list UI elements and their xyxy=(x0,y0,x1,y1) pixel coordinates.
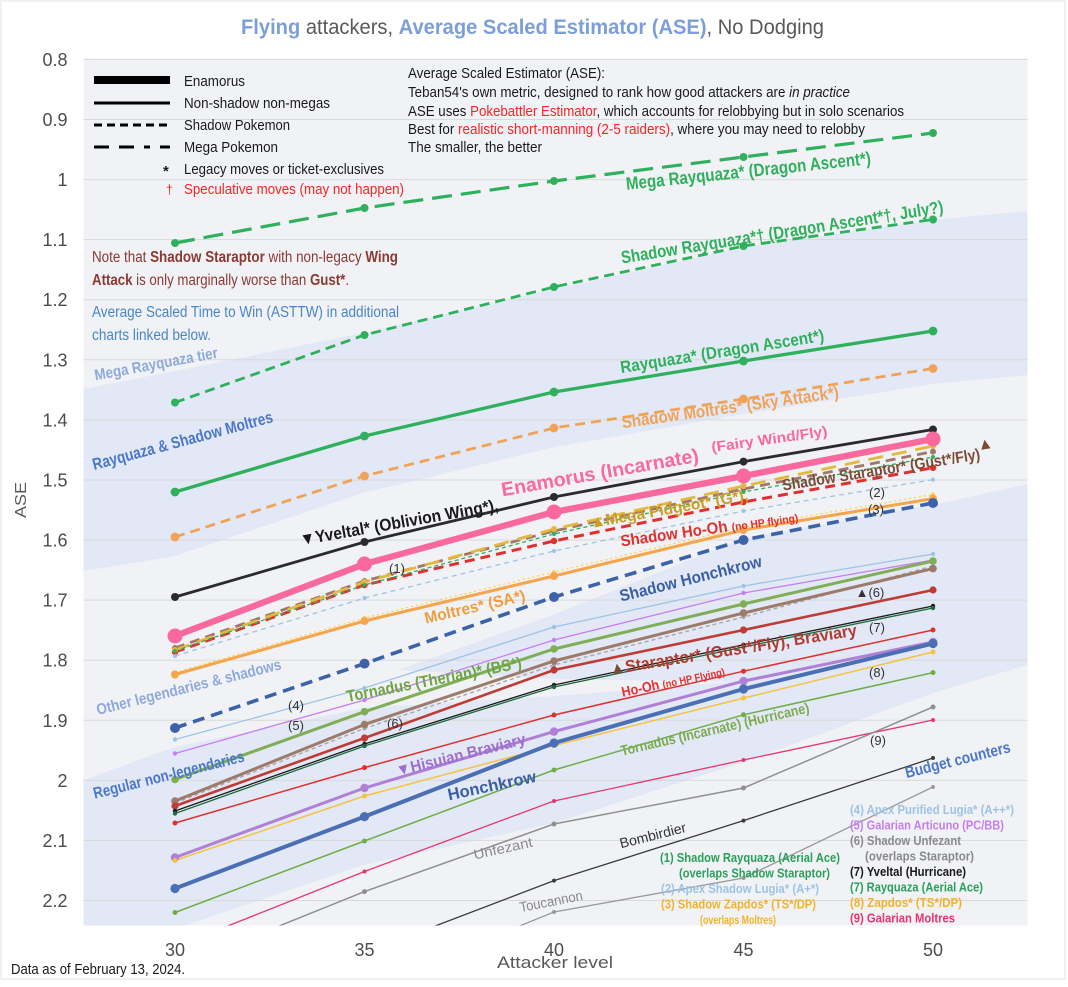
svg-text:Shadow Pokemon: Shadow Pokemon xyxy=(184,118,290,134)
svg-text:1.8: 1.8 xyxy=(42,651,67,671)
svg-text:1.9: 1.9 xyxy=(42,711,67,731)
svg-text:1.1: 1.1 xyxy=(42,230,67,250)
svg-text:*: * xyxy=(163,163,169,180)
svg-text:1.3: 1.3 xyxy=(42,350,67,370)
svg-text:Average Scaled Estimator (ASE): Average Scaled Estimator (ASE): xyxy=(408,66,605,82)
svg-text:(6) Shadow Unfezant: (6) Shadow Unfezant xyxy=(850,833,962,848)
svg-text:†: † xyxy=(166,183,173,197)
svg-text:Speculative moves (may not hap: Speculative moves (may not happen) xyxy=(184,182,404,198)
svg-text:(1): (1) xyxy=(389,561,405,576)
svg-text:(9): (9) xyxy=(870,733,886,748)
svg-text:(2) Apex Shadow Lugia* (A+*): (2) Apex Shadow Lugia* (A+*) xyxy=(661,881,819,896)
svg-text:(1) Shadow Rayquaza (Aerial Ac: (1) Shadow Rayquaza (Aerial Ace) xyxy=(660,850,840,865)
svg-text:Attack is only marginally wors: Attack is only marginally worse than Gus… xyxy=(92,272,349,289)
svg-text:(3): (3) xyxy=(868,502,884,517)
svg-text:1.5: 1.5 xyxy=(42,470,67,490)
svg-text:(5) Galarian Articuno (PC/BB): (5) Galarian Articuno (PC/BB) xyxy=(850,818,1004,833)
svg-text:2: 2 xyxy=(57,771,67,791)
svg-text:(overlaps Shadow Staraptor): (overlaps Shadow Staraptor) xyxy=(679,866,830,881)
svg-text:ASE: ASE xyxy=(13,482,30,518)
svg-text:Data as of February 13, 2024.: Data as of February 13, 2024. xyxy=(11,962,185,978)
svg-text:40: 40 xyxy=(544,940,564,960)
svg-text:2.2: 2.2 xyxy=(42,891,67,911)
svg-text:Teban54's own metric, designed: Teban54's own metric, designed to rank h… xyxy=(408,85,850,101)
svg-text:1.6: 1.6 xyxy=(42,531,67,551)
svg-text:(8) Zapdos* (TS*/DP): (8) Zapdos* (TS*/DP) xyxy=(850,895,962,910)
svg-text:1.4: 1.4 xyxy=(42,410,67,430)
svg-text:0.8: 0.8 xyxy=(42,50,67,70)
svg-text:(7): (7) xyxy=(869,620,885,635)
svg-text:30: 30 xyxy=(165,940,185,960)
svg-text:0.9: 0.9 xyxy=(42,110,67,130)
svg-text:(4) Apex Purified Lugia* (A++*: (4) Apex Purified Lugia* (A++*) xyxy=(850,802,1014,817)
svg-text:35: 35 xyxy=(354,940,374,960)
svg-text:Average Scaled Time to Win (AS: Average Scaled Time to Win (ASTTW) in ad… xyxy=(92,304,399,321)
svg-text:charts linked below.: charts linked below. xyxy=(92,327,211,344)
svg-text:(6): (6) xyxy=(387,716,403,731)
svg-text:Flying attackers, Average Scal: Flying attackers, Average Scaled Estimat… xyxy=(241,16,824,39)
svg-text:Note that Shadow Staraptor wit: Note that Shadow Staraptor with non-lega… xyxy=(92,249,398,266)
svg-text:2.1: 2.1 xyxy=(42,831,67,851)
svg-text:(7) Rayquaza (Aerial Ace): (7) Rayquaza (Aerial Ace) xyxy=(850,880,983,895)
svg-text:45: 45 xyxy=(733,940,753,960)
svg-text:Best for realistic short-manni: Best for realistic short-manning (2-5 ra… xyxy=(408,122,866,138)
svg-text:(8): (8) xyxy=(869,665,885,680)
svg-text:▲: ▲ xyxy=(976,435,994,454)
svg-text:(3) Shadow Zapdos* (TS*/DP): (3) Shadow Zapdos* (TS*/DP) xyxy=(661,897,816,912)
svg-text:(overlaps Staraptor): (overlaps Staraptor) xyxy=(865,849,974,864)
svg-text:(2): (2) xyxy=(869,485,885,500)
svg-text:Attacker level: Attacker level xyxy=(497,953,613,972)
svg-text:(7) Yveltal (Hurricane): (7) Yveltal (Hurricane) xyxy=(850,864,966,879)
svg-text:1.2: 1.2 xyxy=(42,290,67,310)
svg-text:Legacy moves or ticket-exclusi: Legacy moves or ticket-exclusives xyxy=(184,162,384,178)
svg-text:(9) Galarian Moltres: (9) Galarian Moltres xyxy=(850,911,955,926)
svg-text:(overlaps Moltres): (overlaps Moltres) xyxy=(700,913,776,927)
svg-text:▲(6): ▲(6) xyxy=(856,585,885,600)
svg-text:50: 50 xyxy=(923,940,943,960)
svg-text:The smaller, the better: The smaller, the better xyxy=(408,140,542,156)
svg-text:(4): (4) xyxy=(288,698,304,713)
svg-text:Non-shadow non-megas: Non-shadow non-megas xyxy=(184,96,330,112)
svg-text:Mega Pokemon: Mega Pokemon xyxy=(184,140,278,156)
svg-text:(5): (5) xyxy=(288,718,304,733)
svg-text:Enamorus: Enamorus xyxy=(184,74,245,90)
svg-text:1.7: 1.7 xyxy=(42,591,67,611)
svg-text:1: 1 xyxy=(57,170,67,190)
svg-text:ASE uses Pokebattler Estimator: ASE uses Pokebattler Estimator, which ac… xyxy=(408,104,904,120)
